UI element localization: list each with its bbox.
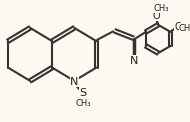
Text: CH₃: CH₃ [75,99,91,108]
Text: N: N [130,56,138,66]
Text: S: S [80,88,87,98]
Text: O: O [152,11,160,21]
Text: CH₃: CH₃ [154,4,169,13]
Text: N: N [70,77,78,87]
Text: O: O [175,22,182,32]
Text: CH₃: CH₃ [179,24,190,33]
